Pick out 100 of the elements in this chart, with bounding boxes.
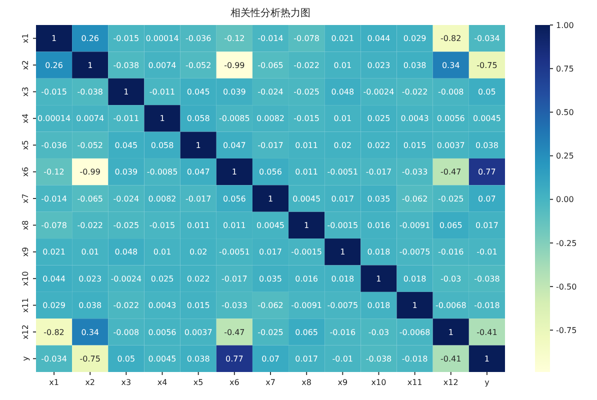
data-label: -0.47: [224, 328, 245, 337]
data-label: -0.82: [440, 34, 462, 44]
data-label: 0.0056: [148, 328, 176, 337]
data-label: -0.014: [41, 194, 67, 204]
x-tick-label: x6: [230, 378, 240, 387]
data-label: -0.0085: [218, 114, 250, 124]
color-bar-label: 0.00: [556, 195, 574, 204]
data-label: 0.011: [222, 220, 246, 230]
data-label: 0.065: [295, 328, 318, 337]
data-label: 0.0082: [148, 194, 176, 204]
data-label: 1: [484, 354, 490, 364]
data-label: 0.0043: [148, 301, 176, 310]
data-label: 0.022: [186, 274, 210, 284]
data-label: 0.029: [42, 301, 66, 310]
data-label: 0.01: [81, 248, 100, 257]
data-label: -0.0015: [291, 248, 322, 257]
data-label: 0.039: [222, 88, 246, 97]
data-label: -0.036: [185, 34, 212, 44]
data-label: 0.05: [478, 88, 496, 97]
data-label: -0.75: [80, 354, 100, 364]
data-label: -0.99: [80, 168, 100, 177]
data-label: 0.023: [78, 274, 102, 284]
data-label: -0.065: [77, 194, 104, 204]
x-tick-label: x10: [371, 378, 386, 387]
data-label: -0.017: [222, 274, 248, 284]
data-label: -0.0024: [110, 274, 142, 284]
x-tick-label: x12: [443, 378, 458, 387]
data-label: 0.011: [186, 220, 210, 230]
data-label: 0.016: [367, 220, 390, 230]
data-label: 0.038: [186, 354, 210, 364]
data-label: 0.07: [262, 354, 280, 364]
data-label: 0.065: [439, 220, 462, 230]
y-tick-label: y: [21, 356, 30, 362]
data-label: -0.015: [113, 34, 140, 44]
data-label: -0.015: [149, 220, 176, 230]
data-label: -0.033: [402, 168, 428, 177]
y-tick-label: x4: [21, 114, 30, 124]
data-label: 1: [376, 274, 382, 284]
data-label: 0.021: [331, 34, 354, 44]
data-label: 1: [412, 301, 418, 310]
data-label: 0.77: [478, 168, 496, 177]
data-label: -0.022: [294, 60, 320, 70]
data-label: -0.017: [366, 168, 392, 177]
y-tick-label: x6: [21, 166, 30, 177]
data-label: 1: [160, 114, 165, 124]
data-label: -0.022: [402, 88, 428, 97]
data-label: -0.75: [476, 60, 498, 70]
data-label: 0.34: [442, 60, 460, 70]
data-label: 1: [124, 88, 129, 97]
color-bar-label: -0.75: [556, 326, 577, 335]
data-label: 0.044: [42, 274, 66, 284]
data-label: 0.34: [81, 328, 100, 337]
data-label: -0.038: [77, 88, 104, 97]
data-label: 0.015: [403, 140, 426, 150]
color-bar-label: 0.25: [556, 152, 574, 161]
data-label: 0.011: [295, 140, 318, 150]
data-label: -0.036: [41, 140, 67, 150]
data-label: -0.078: [294, 34, 320, 44]
data-label: 0.035: [367, 194, 390, 204]
data-label: 0.015: [186, 301, 210, 310]
data-label: 0.017: [295, 354, 318, 364]
data-label: -0.0068: [435, 301, 466, 310]
data-label: -0.0051: [327, 168, 358, 177]
color-bar-label: -0.25: [556, 238, 577, 248]
data-label: -0.025: [113, 220, 140, 230]
data-label: 0.017: [331, 194, 354, 204]
x-tick-label: x3: [121, 378, 132, 387]
data-label: 0.0037: [184, 328, 212, 337]
data-label: 0.00014: [37, 114, 71, 124]
data-label: 0.0074: [148, 60, 176, 70]
x-tick-label: x4: [157, 378, 168, 387]
data-label: 0.017: [259, 248, 282, 257]
data-label: -0.038: [113, 60, 140, 70]
x-tick-label: x11: [407, 378, 422, 387]
data-label: -0.41: [440, 354, 462, 364]
x-tick-label: x8: [302, 378, 312, 387]
data-label: -0.0051: [218, 248, 250, 257]
data-label: -0.0091: [291, 301, 322, 310]
data-label: -0.014: [258, 34, 284, 44]
y-tick-label: x2: [21, 60, 30, 70]
data-label: -0.034: [474, 34, 500, 44]
data-label: 0.26: [45, 60, 63, 70]
y-tick-label: x9: [21, 246, 30, 257]
data-label: 0.01: [334, 60, 352, 70]
data-label: -0.011: [113, 114, 140, 124]
data-label: 0.058: [186, 114, 210, 124]
data-label: -0.033: [222, 301, 248, 310]
data-label: 0.26: [81, 34, 100, 44]
data-label: 1: [232, 168, 237, 177]
data-label: 0.038: [78, 301, 102, 310]
data-label: 0.023: [367, 60, 390, 70]
data-label: 1: [196, 140, 201, 150]
data-label: 0.025: [367, 114, 390, 124]
data-label: -0.0015: [327, 220, 358, 230]
data-label: -0.016: [330, 328, 356, 337]
y-tick-label: x12: [21, 324, 30, 340]
data-label: 0.0074: [76, 114, 104, 124]
data-label: -0.062: [402, 194, 428, 204]
data-label: 0.045: [186, 88, 210, 97]
data-label: -0.015: [41, 88, 67, 97]
